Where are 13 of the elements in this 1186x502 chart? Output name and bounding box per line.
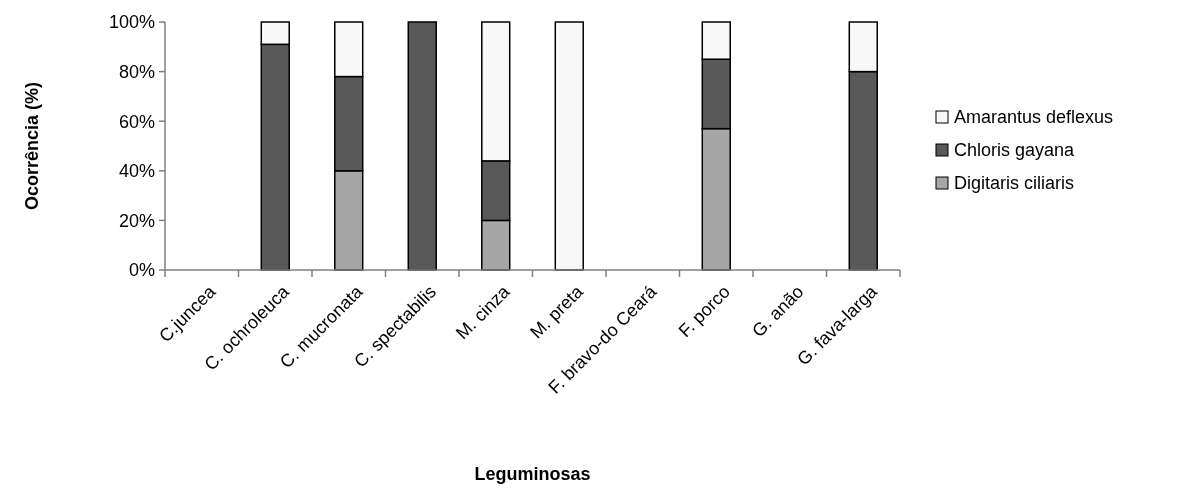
bar	[554, 21, 584, 271]
legend-label: Amarantus deflexus	[954, 107, 1114, 128]
y-tick-label: 100%	[108, 12, 155, 33]
y-tick-label: 60%	[118, 111, 155, 132]
legend-label: Chloris gayana	[954, 140, 1076, 161]
bar	[407, 21, 437, 271]
y-tick-label: 80%	[118, 61, 155, 82]
y-axis-title: Ocorrência (%)	[22, 81, 42, 211]
y-tick-label: 20%	[118, 210, 155, 231]
y-tick-label: 0%	[128, 260, 155, 281]
x-axis-title: Leguminosas	[474, 464, 591, 484]
legend-label: Digitaris ciliaris	[954, 173, 1075, 194]
y-tick-label: 40%	[118, 161, 155, 182]
